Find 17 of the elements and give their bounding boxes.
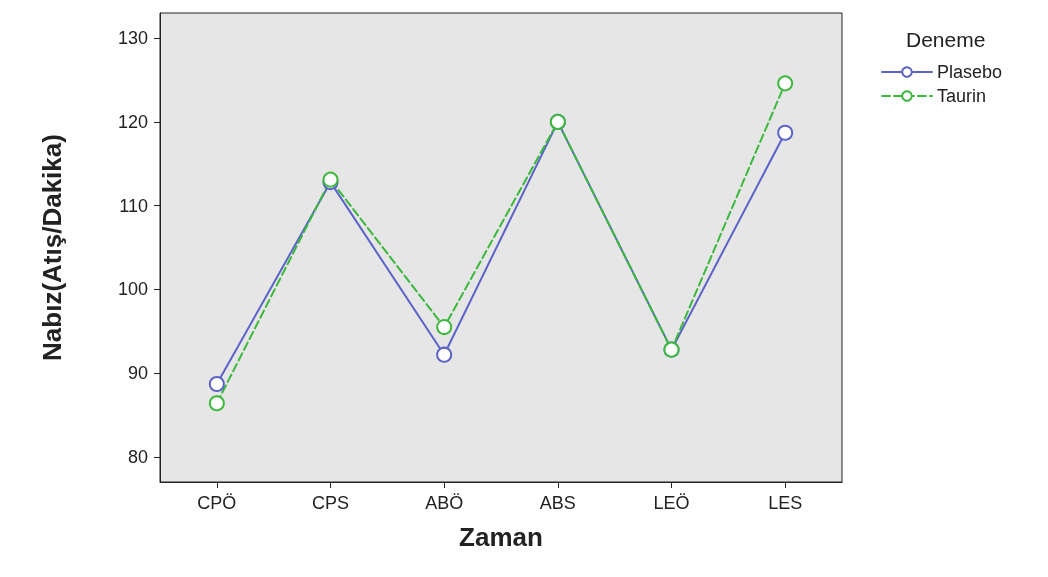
x-tick-label: CPS: [311, 493, 350, 513]
y-tick-label: 130: [117, 28, 148, 49]
legend-title: Deneme: [906, 28, 986, 51]
x-tick-label: LES: [768, 493, 803, 513]
legend-label: Plasebo: [937, 62, 1003, 82]
x-axis-title: Zaman: [459, 522, 543, 552]
y-tick-label: 90: [127, 363, 148, 384]
y-tick-label: 110: [119, 195, 148, 216]
y-axis-title: Nabız(Atış/Dakika): [37, 134, 67, 361]
x-tick-label: CPÖ: [197, 493, 237, 513]
y-tick-label: 100: [117, 279, 148, 300]
y-tick-label: 120: [117, 111, 148, 132]
legend-label: Taurin: [937, 86, 987, 106]
x-tick-label: ABÖ: [425, 493, 464, 513]
x-tick-label: ABS: [539, 493, 576, 513]
y-tick-label: 80: [127, 446, 148, 467]
x-tick-label: LEÖ: [653, 493, 690, 513]
